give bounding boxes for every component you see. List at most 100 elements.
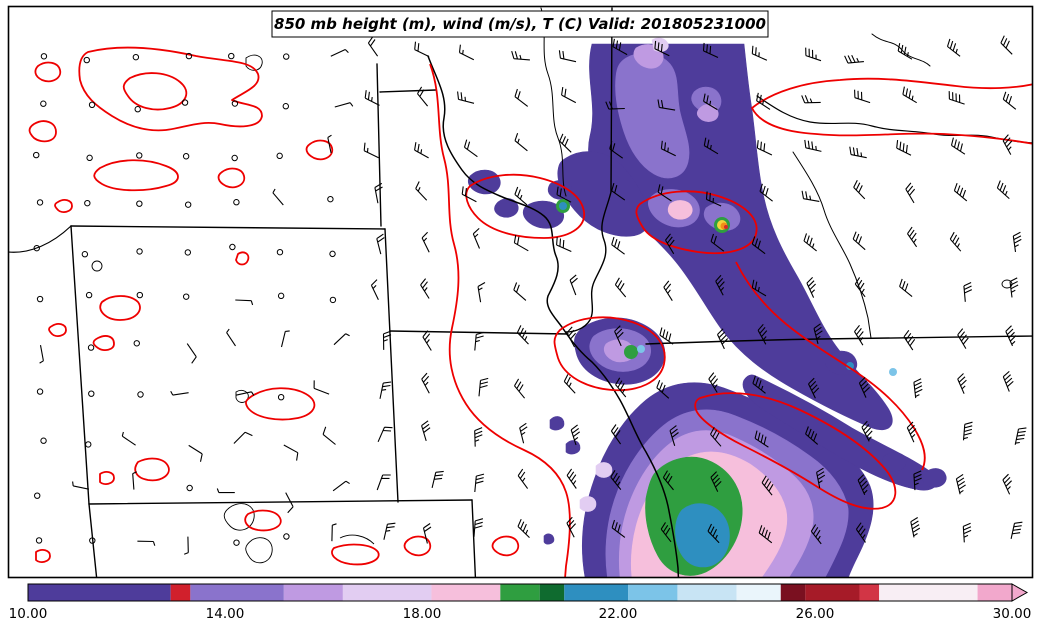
wind-barb [801,95,821,104]
precip-region [703,202,741,231]
wind-barb [949,231,962,252]
wind-barb [710,427,722,447]
wind-barb [852,231,866,251]
state-border [565,7,613,333]
calm-wind-circle [276,152,283,160]
wind-barb [414,142,429,159]
colorbar-tick-label: 14.00 [206,606,245,622]
wind-barb [137,540,156,546]
height-contour [339,534,375,545]
wind-barb [899,278,913,298]
wind-barb [955,473,966,495]
wind-barb [322,426,336,445]
title-box-rect [271,10,769,38]
wind-barb [188,444,203,462]
state-border [379,89,437,93]
wind-barb [383,522,396,540]
colorbar-segment [170,584,191,601]
wind-barb [948,91,965,105]
wind-barb [421,231,430,253]
wind-barb [669,425,679,446]
wind-barb [756,140,773,156]
wind-barb [963,282,973,302]
calm-wind-circle [329,250,336,258]
wind-barb [226,328,236,347]
temperature-contour [48,323,67,337]
wind-barb [333,333,350,346]
calm-wind-circle [186,484,193,492]
calm-wind-circle [40,100,47,107]
calm-wind-circle [86,154,93,162]
wind-barb [421,372,430,394]
wind-barb [513,282,527,301]
wind-barb [570,424,581,446]
precip-region [595,462,613,478]
wind-barb [566,516,577,538]
temperature-contour [553,316,666,392]
temperature-contour [93,159,179,192]
temperature-contour [429,63,571,577]
temperature-contour [35,549,51,563]
calm-wind-circle [182,153,190,160]
state-border [88,499,473,505]
wind-barb [844,54,864,64]
precip-region [667,200,693,220]
state-border [540,7,567,197]
wind-barb [417,86,429,107]
wind-barb [751,279,767,297]
height-contour [245,537,273,564]
wind-barb [913,378,923,399]
colorbar-segment [977,584,1012,601]
wind-barb [962,522,972,543]
temperature-contour [92,335,115,351]
spot-marker-layer [556,199,897,376]
wind-barb [461,186,477,203]
wind-barb [905,182,916,204]
wind-barb [233,431,253,444]
wind-barb [1010,521,1023,540]
state-border [9,225,72,253]
wind-barb [858,377,870,398]
state-borders-layer [9,7,1032,577]
precip-region [615,52,690,179]
state-border [376,63,382,227]
precip-spot [846,362,854,370]
wind-barb [849,146,867,159]
wind-barb [477,282,486,303]
wind-barb [657,99,676,111]
wind-barb [170,390,189,396]
wind-barb [761,475,774,496]
wind-barb [186,343,197,364]
wind-barb [332,480,350,492]
wind-barb [414,41,430,58]
wind-barb [132,471,137,490]
precip-region [549,416,565,431]
wind-barb [853,179,866,200]
calm-wind-circle [228,52,235,60]
wind-barb [511,50,530,61]
height-contour [245,54,263,71]
wind-barb [272,188,284,206]
calm-wind-circle [40,53,48,60]
wind-barb [39,345,44,364]
wind-barb [902,86,917,104]
calm-wind-circle [40,437,47,444]
precip-region [675,503,730,568]
height-contour [91,260,103,272]
wind-barb [657,184,672,202]
colorbar-segment [190,584,284,601]
temperature-contour [305,139,334,161]
wind-barb [1014,427,1027,445]
wind-barb [516,325,529,345]
wind-barb [370,279,379,301]
calm-wind-circle [34,492,41,499]
wind-barb [910,517,921,538]
calm-wind-circle [87,344,95,351]
wind-barb [805,426,819,445]
wind-barb [514,186,528,206]
calm-wind-circle [229,243,236,251]
wind-barb [610,470,622,490]
wind-barb [610,424,622,445]
wind-barb [614,277,627,298]
